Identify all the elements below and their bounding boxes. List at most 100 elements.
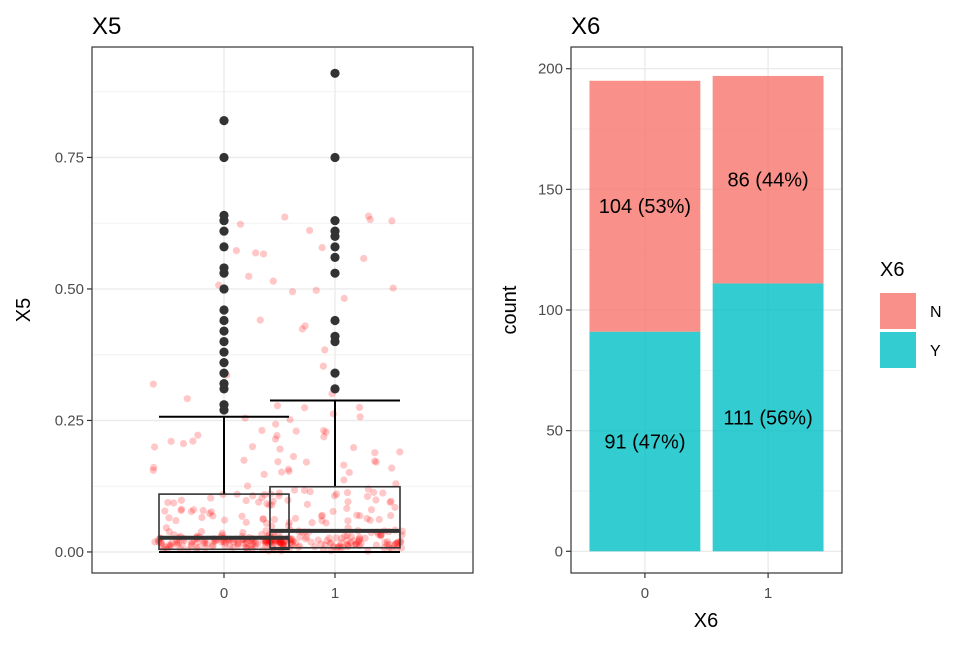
jitter-point [351, 541, 359, 549]
legend: X6 N Y [880, 259, 942, 368]
jitter-point [355, 535, 363, 543]
jitter-point [161, 507, 169, 515]
bar-data-label: 86 (44%) [728, 170, 809, 192]
jitter-point [252, 539, 260, 547]
jitter-point [343, 540, 352, 548]
jitter-point [318, 243, 326, 252]
jitter-point [270, 515, 279, 524]
jitter-point [370, 488, 378, 496]
jitter-point [174, 539, 183, 547]
jitter-point [286, 416, 294, 424]
bar-segment-y-0 [589, 331, 701, 552]
jitter-point [329, 507, 337, 516]
bar-y-axis-title: count [499, 285, 521, 334]
jitter-point [241, 414, 249, 422]
jitter-point [177, 506, 185, 515]
jitter-point [248, 540, 256, 549]
jitter-point [377, 532, 385, 540]
jitter-point [320, 427, 328, 435]
jitter-point [300, 486, 309, 495]
x-tick-label: 1 [331, 585, 339, 602]
jitter-point [377, 531, 385, 539]
jitter-point [254, 540, 262, 548]
jitter-point [168, 539, 176, 547]
jitter-point [220, 538, 228, 546]
jitter-point [332, 534, 340, 542]
jitter-point [272, 538, 280, 546]
jitter-point [279, 540, 287, 548]
jitter-point [187, 540, 195, 548]
jitter-point [218, 529, 226, 537]
jitter-point [239, 528, 247, 537]
jitter-point [158, 541, 167, 550]
jitter-point [355, 536, 364, 544]
jitter-point [290, 486, 299, 494]
outlier-point [219, 242, 229, 252]
jitter-point [343, 531, 352, 539]
jitter-point [150, 463, 158, 472]
jitter-point [200, 539, 209, 547]
outlier-point [330, 268, 340, 278]
jitter-point [320, 433, 328, 441]
outlier-point [330, 384, 340, 394]
jitter-point [272, 420, 280, 428]
jitter-point [274, 458, 282, 466]
bar-segment-n-1 [712, 75, 824, 284]
jitter-point [205, 509, 214, 518]
jitter-point [277, 539, 285, 547]
jitter-point [241, 539, 249, 548]
jitter-point [199, 506, 207, 515]
jitter-point [284, 496, 292, 504]
jitter-point [340, 294, 348, 302]
jitter-point [332, 490, 341, 498]
jitter-point [167, 541, 175, 550]
jitter-point [344, 498, 352, 506]
y-tick-label: 0.50 [55, 281, 84, 298]
outlier-point [330, 315, 340, 326]
bar-x-axis-title: X6 [694, 610, 718, 632]
jitter-point [259, 250, 268, 258]
jitter-point [273, 402, 282, 410]
jitter-point [209, 512, 217, 520]
jitter-point [372, 496, 380, 504]
y-tick-label: 100 [538, 302, 563, 319]
jitter-point [226, 543, 234, 551]
jitter-point [393, 539, 401, 547]
jitter-point [396, 448, 404, 456]
x-tick-label: 0 [220, 585, 228, 602]
jitter-point [391, 503, 399, 511]
jitter-point [388, 464, 396, 472]
jitter-point [357, 539, 365, 548]
outlier-point [219, 400, 229, 410]
outlier-point [330, 152, 340, 163]
jitter-point [301, 322, 309, 330]
jitter-point [392, 540, 400, 548]
jitter-point [199, 538, 207, 546]
jitter-point [165, 542, 174, 551]
box-body [158, 493, 290, 551]
jitter-point [388, 217, 396, 225]
jitter-point [179, 439, 188, 448]
jitter-point [352, 540, 360, 548]
jitter-point [303, 500, 311, 508]
jitter-point [167, 437, 175, 445]
legend-label-n: N [930, 304, 942, 321]
jitter-point [207, 508, 215, 516]
jitter-point [150, 443, 159, 451]
jitter-point [343, 537, 351, 545]
jitter-point [188, 538, 196, 546]
jitter-point [262, 519, 271, 527]
jitter-point [337, 539, 345, 547]
jitter-point [187, 542, 196, 550]
jitter-point [207, 494, 215, 502]
jitter-point [275, 539, 284, 547]
jitter-point [326, 539, 334, 547]
jitter-point [387, 497, 395, 505]
jitter-point [288, 288, 297, 296]
jitter-point [385, 541, 394, 549]
jitter-point [306, 226, 314, 235]
jitter-point [392, 539, 400, 548]
